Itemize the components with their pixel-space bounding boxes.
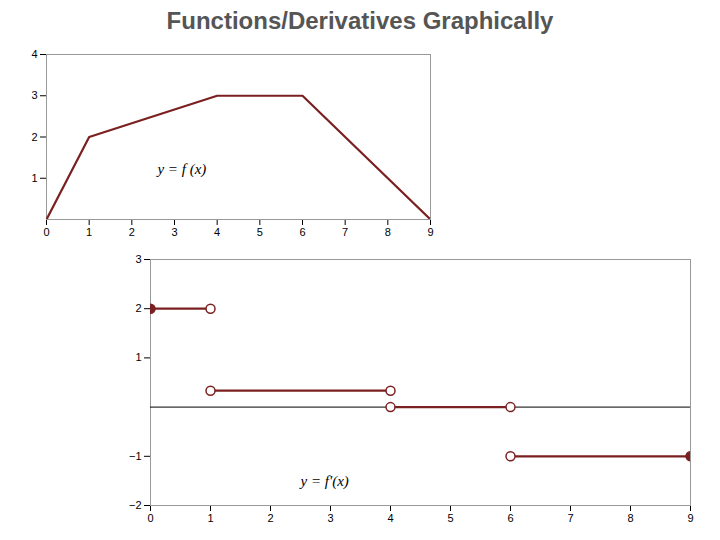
svg-text:5: 5 <box>257 226 263 238</box>
svg-text:4: 4 <box>31 48 37 60</box>
svg-text:2: 2 <box>129 226 135 238</box>
svg-text:5: 5 <box>447 512 453 524</box>
svg-text:8: 8 <box>627 512 633 524</box>
svg-text:2: 2 <box>31 131 37 143</box>
svg-text:0: 0 <box>147 512 153 524</box>
svg-text:4: 4 <box>387 512 393 524</box>
svg-text:3: 3 <box>327 512 333 524</box>
svg-text:3: 3 <box>135 253 141 265</box>
svg-text:6: 6 <box>507 512 513 524</box>
svg-text:2: 2 <box>135 302 141 314</box>
svg-text:−2: −2 <box>129 499 142 511</box>
svg-text:7: 7 <box>567 512 573 524</box>
svg-text:1: 1 <box>135 351 141 363</box>
svg-text:6: 6 <box>299 226 305 238</box>
svg-text:3: 3 <box>31 89 37 101</box>
svg-text:9: 9 <box>427 226 433 238</box>
html-text:Functions/Derivatives Graphica: Functions/Derivatives Graphically <box>166 7 554 34</box>
svg-text:8: 8 <box>385 226 391 238</box>
svg-text:9: 9 <box>687 512 693 524</box>
svg-text:1: 1 <box>207 512 213 524</box>
svg-text:3: 3 <box>171 226 177 238</box>
svg-text:1: 1 <box>31 172 37 184</box>
svg-text:y = f'(x): y = f'(x) <box>299 473 349 490</box>
svg-text:1: 1 <box>86 226 92 238</box>
svg-text:2: 2 <box>267 512 273 524</box>
svg-text:−1: −1 <box>129 450 142 462</box>
svg-text:0: 0 <box>43 226 49 238</box>
svg-text:4: 4 <box>214 226 220 238</box>
svg-text:7: 7 <box>342 226 348 238</box>
svg-text:y = f (x): y = f (x) <box>155 161 206 178</box>
